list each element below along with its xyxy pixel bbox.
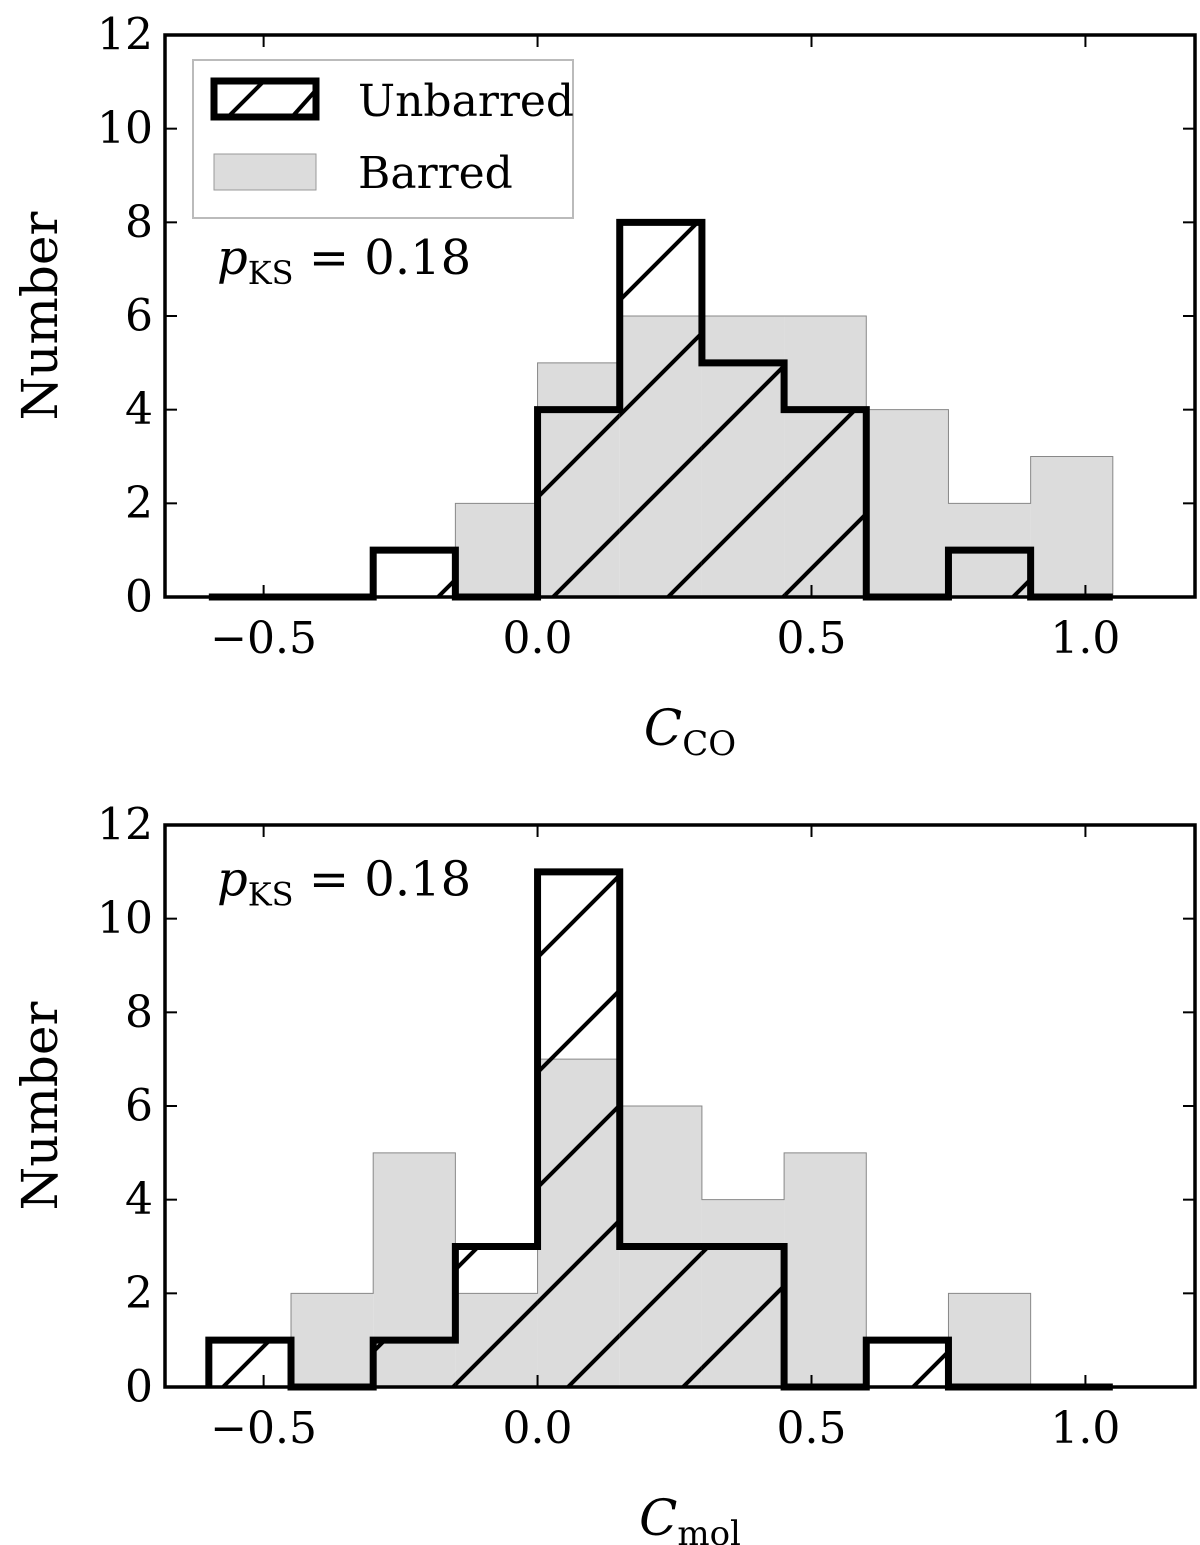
x-tick-label: 1.0	[1050, 613, 1120, 664]
bar-hatch-unbarred	[208, 1340, 292, 1387]
x-tick-label: 0.0	[503, 1403, 573, 1454]
ks-annotation: pKS = 0.18	[217, 851, 471, 913]
bar-hatch-unbarred	[373, 550, 456, 597]
y-tick-label: 8	[125, 987, 153, 1038]
series-unbarred	[205, 868, 1113, 1391]
y-tick-label: 8	[125, 197, 153, 248]
legend-swatch-hatch	[290, 88, 318, 119]
ks-annotation: pKS = 0.18	[217, 230, 471, 292]
x-axis-symbol: C	[639, 1489, 677, 1545]
legend: Unbarred Barred	[192, 59, 574, 219]
legend-label-unbarred: Unbarred	[358, 76, 574, 127]
bar-barred	[784, 1152, 867, 1387]
x-tick-label: −0.5	[210, 613, 317, 664]
chart-panel-1: 0 2 4 6 8 10 12 −0.5 0.0 0.5 1.0 Number CCO pKS = 0.1…	[11, 10, 1197, 764]
y-tick-label: 2	[125, 478, 153, 529]
y-tick-label: 2	[125, 1268, 153, 1319]
legend-label-barred: Barred	[358, 148, 513, 199]
bar-hatch-unbarred	[537, 409, 620, 597]
y-tick-label: 6	[125, 1081, 153, 1132]
x-tick-label: 0.0	[503, 613, 573, 664]
bar-hatch-unbarred	[619, 222, 702, 598]
bar-hatch-unbarred	[701, 1246, 785, 1387]
ks-subscript: KS	[248, 875, 294, 913]
x-tick-label: 0.5	[776, 1403, 846, 1454]
y-axis-label: Number	[11, 211, 69, 420]
x-axis-subscript: CO	[682, 724, 736, 764]
x-axis-subscript: mol	[677, 1514, 741, 1545]
bar-barred	[455, 503, 538, 597]
x-tick-label: −0.5	[210, 1403, 317, 1454]
bar-hatch-unbarred	[701, 362, 785, 597]
ks-subscript: KS	[248, 254, 294, 292]
bar-barred	[291, 1293, 374, 1387]
y-tick-label: 4	[125, 1174, 153, 1225]
y-axis-label: Number	[11, 1001, 69, 1210]
ks-value: = 0.18	[294, 851, 472, 907]
bar-hatch-unbarred	[455, 1246, 538, 1387]
x-tick-label: 0.5	[776, 613, 846, 664]
bar-hatch-unbarred	[866, 1340, 949, 1387]
step-line-unbarred	[208, 218, 1113, 601]
ks-symbol: p	[217, 230, 248, 286]
bar-hatch-unbarred	[537, 871, 620, 1387]
y-tick-label: 0	[125, 572, 153, 623]
x-axis-label: Cmol	[639, 1489, 741, 1545]
bar-barred	[1030, 456, 1113, 597]
bar-hatch-unbarred	[948, 550, 1031, 597]
y-tick-label: 0	[125, 1362, 153, 1413]
bar-hatch-unbarred	[373, 1340, 456, 1387]
ks-value: = 0.18	[294, 230, 472, 286]
bar-barred	[866, 409, 949, 597]
y-tick-label: 10	[97, 893, 153, 944]
y-tick-label: 12	[97, 10, 153, 61]
x-tick-label: 1.0	[1050, 1403, 1120, 1454]
series-unbarred	[208, 218, 1113, 601]
x-axis-label: CCO	[644, 699, 736, 764]
bar-barred	[948, 1293, 1031, 1387]
y-tick-label: 12	[97, 800, 153, 851]
legend-swatch-unbarred	[210, 77, 320, 121]
bar-hatch-unbarred	[619, 1246, 702, 1387]
legend-swatch-barred	[213, 153, 317, 191]
bar-hatch-unbarred	[784, 409, 867, 597]
chart-panel-2: 0 2 4 6 8 10 12 −0.5 0.0 0.5 1.0 Number Cmol pKS = 0.…	[11, 800, 1197, 1545]
y-tick-label: 10	[97, 103, 153, 154]
x-axis-symbol: C	[644, 699, 682, 757]
legend-frame	[192, 59, 574, 219]
y-tick-label: 6	[125, 291, 153, 342]
y-tick-label: 4	[125, 384, 153, 435]
ks-symbol: p	[217, 851, 248, 907]
